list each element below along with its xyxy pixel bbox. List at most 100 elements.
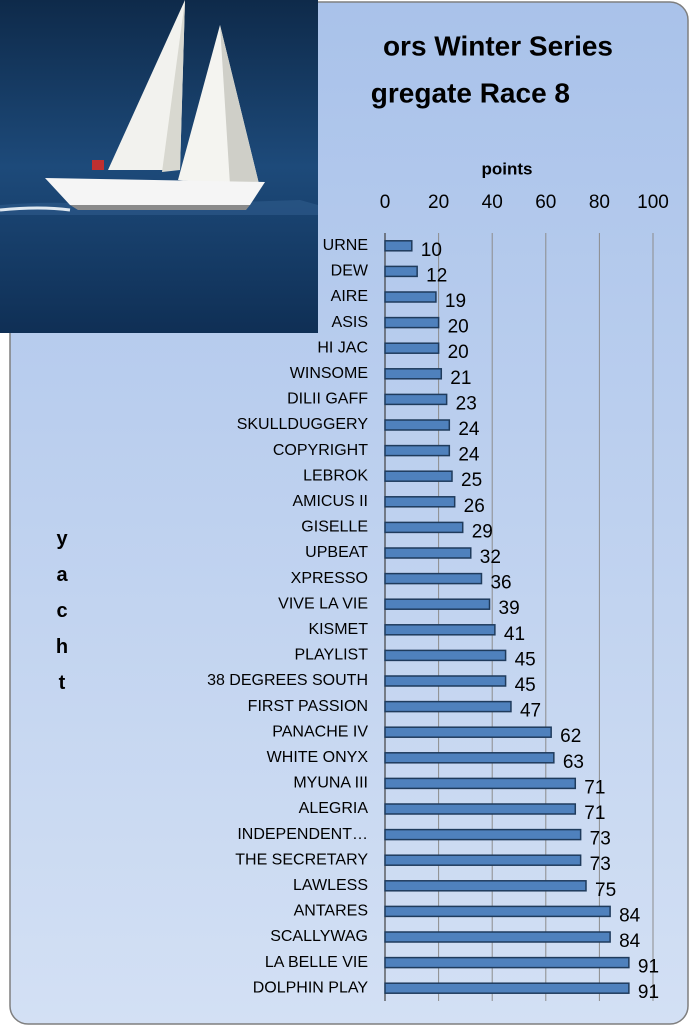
y-tick-label: THE SECRETARY	[235, 851, 368, 868]
bar	[385, 394, 447, 404]
page: ors Winter Series gregate Race 8 points …	[0, 0, 691, 1029]
y-tick-label: SCALLYWAG	[270, 928, 368, 945]
chart-title: gregate Race 8	[371, 77, 570, 108]
bar	[385, 778, 575, 788]
y-tick-label: FIRST PASSION	[248, 698, 368, 715]
value-label: 45	[515, 675, 536, 696]
bar	[385, 702, 511, 712]
bar	[385, 522, 463, 532]
value-label: 71	[584, 803, 605, 824]
bar	[385, 932, 610, 942]
bar	[385, 266, 417, 276]
x-tick-label: 40	[482, 192, 503, 213]
y-tick-label: ASIS	[332, 314, 368, 331]
value-label: 19	[445, 291, 466, 312]
y-tick-label: LAWLESS	[293, 877, 368, 894]
bar	[385, 343, 439, 353]
value-label: 62	[560, 726, 581, 747]
bar	[385, 804, 575, 814]
value-label: 24	[458, 445, 480, 466]
bar	[385, 906, 610, 916]
y-tick-label: COPYRIGHT	[273, 442, 368, 459]
value-label: 47	[520, 701, 541, 722]
bar	[385, 318, 439, 328]
x-tick-label: 100	[637, 192, 669, 213]
value-label: 84	[619, 905, 641, 926]
x-axis-title: points	[482, 159, 533, 178]
value-label: 20	[448, 317, 469, 338]
bar	[385, 292, 436, 302]
value-label: 73	[590, 854, 611, 875]
y-tick-label: MYUNA III	[293, 775, 368, 792]
y-tick-label: AIRE	[331, 288, 368, 305]
value-label: 63	[563, 752, 584, 773]
bar	[385, 753, 554, 763]
y-tick-label: 38 DEGREES SOUTH	[207, 672, 368, 689]
y-tick-label: DOLPHIN PLAY	[253, 979, 369, 996]
value-label: 91	[638, 982, 659, 1003]
y-tick-label: ANTARES	[294, 903, 368, 920]
y-tick-label: HI JAC	[317, 339, 368, 356]
y-tick-label: URNE	[323, 237, 368, 254]
x-tick-label: 80	[589, 192, 610, 213]
bar	[385, 727, 551, 737]
bar	[385, 241, 412, 251]
value-label: 25	[461, 470, 482, 491]
value-label: 12	[426, 265, 447, 286]
value-label: 41	[504, 624, 525, 645]
value-label: 75	[595, 880, 616, 901]
y-tick-label: PANACHE IV	[272, 723, 368, 740]
bar	[385, 497, 455, 507]
bar	[385, 855, 581, 865]
y-tick-label: INDEPENDENT…	[237, 826, 368, 843]
y-tick-label: LA BELLE VIE	[265, 954, 368, 971]
bar	[385, 625, 495, 635]
y-tick-label: XPRESSO	[291, 570, 368, 587]
chart-title: ors Winter Series	[383, 30, 613, 61]
bar	[385, 830, 581, 840]
x-tick-label: 20	[428, 192, 449, 213]
value-label: 20	[448, 342, 469, 363]
y-tick-label: WHITE ONYX	[267, 749, 369, 766]
bar	[385, 983, 629, 993]
y-tick-label: LEBROK	[303, 467, 368, 484]
y-tick-label: SKULLDUGGERY	[237, 416, 369, 433]
bar	[385, 420, 449, 430]
value-label: 39	[499, 598, 520, 619]
bar	[385, 599, 490, 609]
value-label: 10	[421, 240, 442, 261]
y-tick-label: KISMET	[308, 621, 368, 638]
value-label: 84	[619, 931, 641, 952]
y-tick-label: ALEGRIA	[299, 800, 369, 817]
y-tick-label: GISELLE	[301, 519, 368, 536]
y-tick-label: VIVE LA VIE	[278, 595, 368, 612]
y-tick-label: AMICUS II	[292, 493, 368, 510]
value-label: 21	[450, 368, 471, 389]
bar	[385, 574, 481, 584]
value-label: 26	[464, 496, 485, 517]
value-label: 91	[638, 957, 659, 978]
value-label: 32	[480, 547, 501, 568]
x-tick-label: 0	[380, 192, 391, 213]
bar	[385, 958, 629, 968]
bar	[385, 369, 441, 379]
x-tick-label: 60	[535, 192, 556, 213]
bar	[385, 676, 506, 686]
y-tick-label: WINSOME	[290, 365, 368, 382]
value-label: 45	[515, 649, 536, 670]
y-tick-label: DILII GAFF	[287, 391, 368, 408]
y-axis-title: yacht	[50, 528, 73, 708]
y-tick-label: PLAYLIST	[294, 647, 368, 664]
bar	[385, 471, 452, 481]
value-label: 23	[456, 393, 477, 414]
bar	[385, 650, 506, 660]
bar	[385, 548, 471, 558]
bar	[385, 881, 586, 891]
value-label: 29	[472, 521, 493, 542]
value-label: 36	[490, 573, 511, 594]
y-tick-label: UPBEAT	[305, 544, 368, 561]
value-label: 71	[584, 777, 605, 798]
photo	[0, 0, 318, 333]
value-label: 73	[590, 829, 611, 850]
bar	[385, 446, 449, 456]
